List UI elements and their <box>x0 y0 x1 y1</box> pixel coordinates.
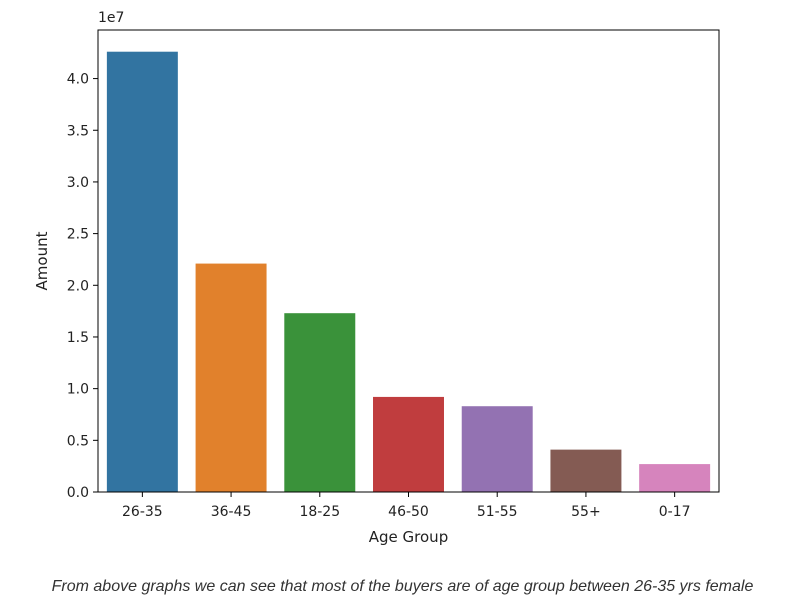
y-axis-label: Amount <box>33 231 51 290</box>
bar-chart: 0.0 0.5 1.0 1.5 2.0 2.5 3.0 3.5 4.0 26-35 36-45 18… <box>33 10 720 546</box>
chart-caption: From above graphs we can see that most o… <box>51 578 754 595</box>
bar-0-17 <box>639 464 711 492</box>
y-axis-ticks: 0.0 0.5 1.0 1.5 2.0 2.5 3.0 3.5 4.0 <box>67 72 98 501</box>
y-tick-label: 2.0 <box>67 278 89 294</box>
bar-46-50 <box>373 396 444 492</box>
bars-group <box>106 51 711 492</box>
bar-55+ <box>550 449 622 492</box>
plot-frame <box>97 29 720 493</box>
y-tick-label: 1.5 <box>67 330 89 346</box>
bar-18-25 <box>284 313 356 492</box>
bar-26-35 <box>106 51 178 492</box>
y-tick-label: 0.0 <box>67 485 89 501</box>
y-tick-label: 3.5 <box>67 123 89 139</box>
x-tick-label: 46-50 <box>388 504 429 520</box>
bar-51-55 <box>461 406 533 492</box>
x-axis-ticks: 26-35 36-45 18-25 46-50 51-55 55+ 0-17 <box>122 492 691 520</box>
y-tick-label: 3.0 <box>67 175 89 191</box>
x-tick-label: 55+ <box>571 504 601 520</box>
y-tick-label: 2.5 <box>67 227 89 243</box>
y-axis-offset-label: 1e7 <box>98 10 124 26</box>
x-tick-label: 18-25 <box>299 504 340 520</box>
y-tick-label: 1.0 <box>67 382 89 398</box>
y-tick-label: 0.5 <box>67 433 89 449</box>
x-tick-label: 36-45 <box>211 504 252 520</box>
bar-36-45 <box>195 263 267 492</box>
x-tick-label: 26-35 <box>122 504 163 520</box>
x-tick-label: 0-17 <box>659 504 691 520</box>
y-tick-label: 4.0 <box>67 72 89 88</box>
x-axis-label: Age Group <box>369 528 448 546</box>
x-tick-label: 51-55 <box>477 504 518 520</box>
